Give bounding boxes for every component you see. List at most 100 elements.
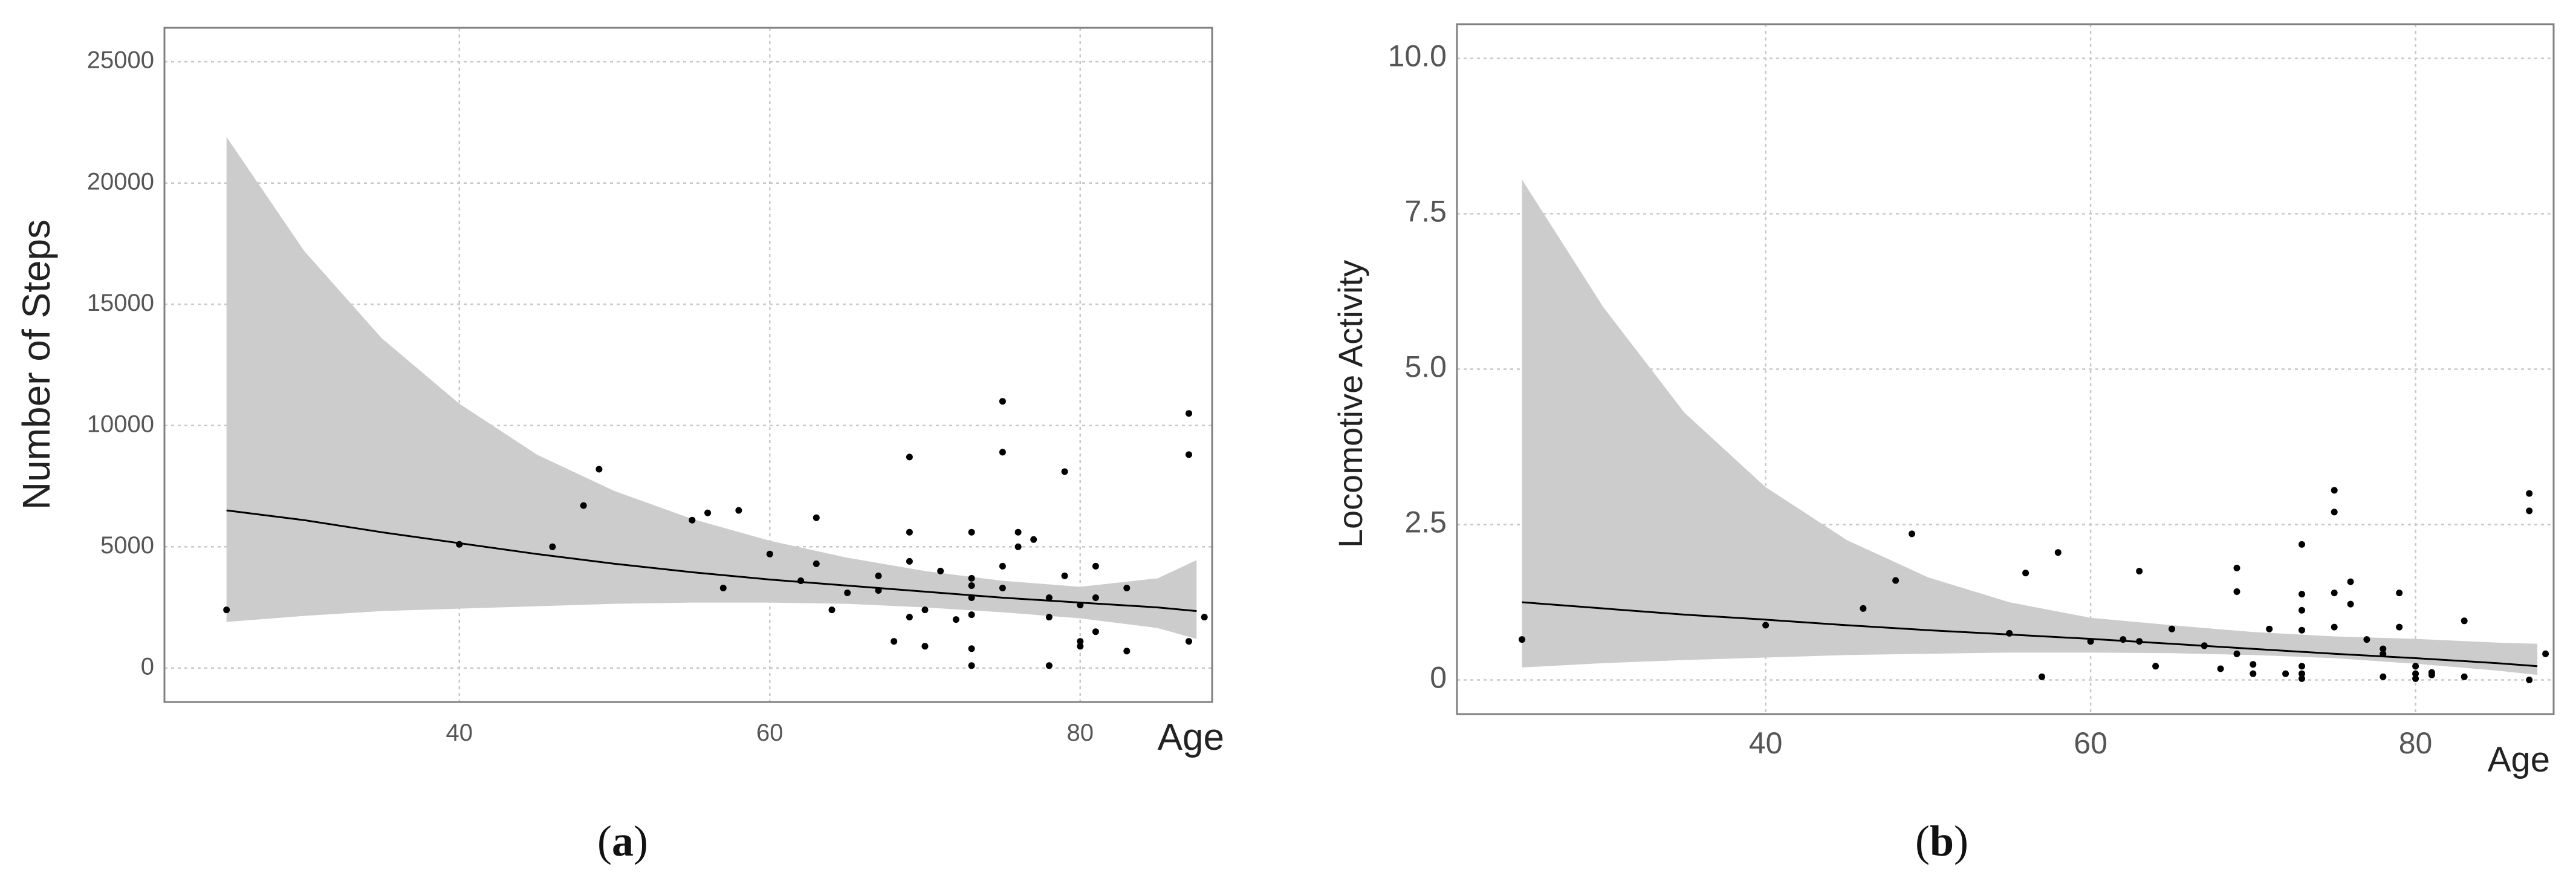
data-point (2461, 617, 2468, 625)
y-tick-label: 25000 (87, 47, 154, 74)
caption-letter: a (612, 817, 634, 865)
data-point (891, 638, 898, 645)
caption-close-paren: ) (1954, 817, 1968, 865)
data-point (2054, 549, 2062, 556)
data-point (2120, 636, 2127, 643)
data-point (2217, 665, 2224, 672)
data-point (2347, 578, 2354, 585)
chart-panel-b: 40 60 80 0 2.5 5.0 7.5 10.0 Age Locomotive Activi… (1331, 23, 2555, 865)
data-point (2331, 509, 2338, 516)
data-point (1186, 638, 1192, 645)
panel-caption: (a) (597, 817, 648, 865)
data-point (999, 562, 1006, 570)
data-point (2526, 677, 2533, 683)
data-point (921, 606, 929, 614)
caption-open-paren: ( (1915, 817, 1930, 865)
data-point (456, 541, 463, 548)
data-point (937, 567, 944, 574)
data-point (2282, 670, 2289, 677)
y-tick-label: 0 (141, 653, 154, 680)
data-point (2299, 670, 2305, 677)
data-point (2461, 673, 2468, 680)
data-point (906, 528, 913, 536)
y-axis-label: Locomotive Activity (1331, 260, 1369, 548)
data-point (2233, 588, 2240, 595)
data-point (1123, 585, 1131, 591)
y-tick-label: 10.0 (1388, 39, 1447, 73)
data-point (2006, 629, 2013, 637)
plot-frame (163, 27, 1213, 703)
data-point (2380, 645, 2387, 652)
data-point (549, 543, 556, 550)
data-point (2542, 650, 2549, 657)
data-point (1014, 543, 1022, 550)
data-point (2250, 661, 2257, 668)
y-tick-label: 7.5 (1404, 195, 1447, 229)
data-point (2299, 606, 2305, 614)
data-point (1045, 594, 1053, 601)
x-tick-label: 40 (1749, 726, 1783, 760)
data-point (875, 587, 882, 594)
data-point (2250, 670, 2257, 677)
data-point (2299, 591, 2305, 598)
y-tick-label: 5.0 (1404, 350, 1447, 384)
x-tick-label: 40 (446, 720, 473, 746)
data-point (1077, 602, 1084, 609)
x-tick-label: 60 (756, 720, 784, 746)
data-point (1201, 614, 1208, 621)
data-point (1030, 536, 1037, 543)
data-point (1186, 410, 1192, 417)
data-point (2331, 487, 2338, 494)
data-point (2396, 590, 2403, 597)
data-point (719, 585, 727, 591)
y-tick-label: 10000 (87, 411, 154, 437)
data-point (828, 606, 835, 614)
data-point (2380, 650, 2387, 657)
data-point (968, 528, 975, 536)
data-point (2396, 623, 2403, 631)
data-point (1892, 577, 1900, 584)
data-point (595, 466, 603, 473)
data-point (689, 516, 696, 524)
data-point (2299, 541, 2305, 548)
data-point (952, 616, 959, 623)
data-point (580, 502, 587, 509)
data-point (1045, 614, 1053, 621)
data-point (1077, 638, 1084, 645)
data-point (1860, 605, 1867, 612)
data-point (766, 550, 773, 557)
data-point (2266, 625, 2273, 632)
data-point (2169, 625, 2175, 632)
x-axis-label: Age (2488, 740, 2550, 779)
x-axis-label: Age (1158, 717, 1224, 758)
data-point (999, 398, 1006, 405)
data-point (1092, 562, 1099, 570)
data-point (906, 453, 913, 461)
data-point (1061, 572, 1068, 579)
data-point (1762, 622, 1770, 629)
data-point (1186, 451, 1192, 458)
data-point (2299, 663, 2305, 670)
data-point (968, 611, 975, 619)
fit-line (226, 509, 1197, 613)
data-point (1519, 636, 1525, 643)
data-point (2412, 675, 2419, 682)
data-point (2299, 675, 2305, 682)
data-point (968, 594, 975, 601)
data-point (968, 574, 975, 582)
data-point (2233, 564, 2240, 571)
data-point (2347, 600, 2354, 608)
y-tick-label: 0 (1430, 661, 1447, 695)
data-point (1092, 628, 1099, 635)
caption-open-paren: ( (597, 817, 612, 865)
plot-frame (1456, 23, 2555, 715)
data-point (906, 614, 913, 621)
data-point (968, 645, 975, 652)
data-point (875, 572, 882, 579)
data-point (2412, 670, 2419, 677)
data-point (2412, 663, 2419, 670)
data-point (704, 509, 712, 516)
x-tick-label: 80 (2399, 726, 2433, 760)
data-point (2152, 663, 2159, 670)
